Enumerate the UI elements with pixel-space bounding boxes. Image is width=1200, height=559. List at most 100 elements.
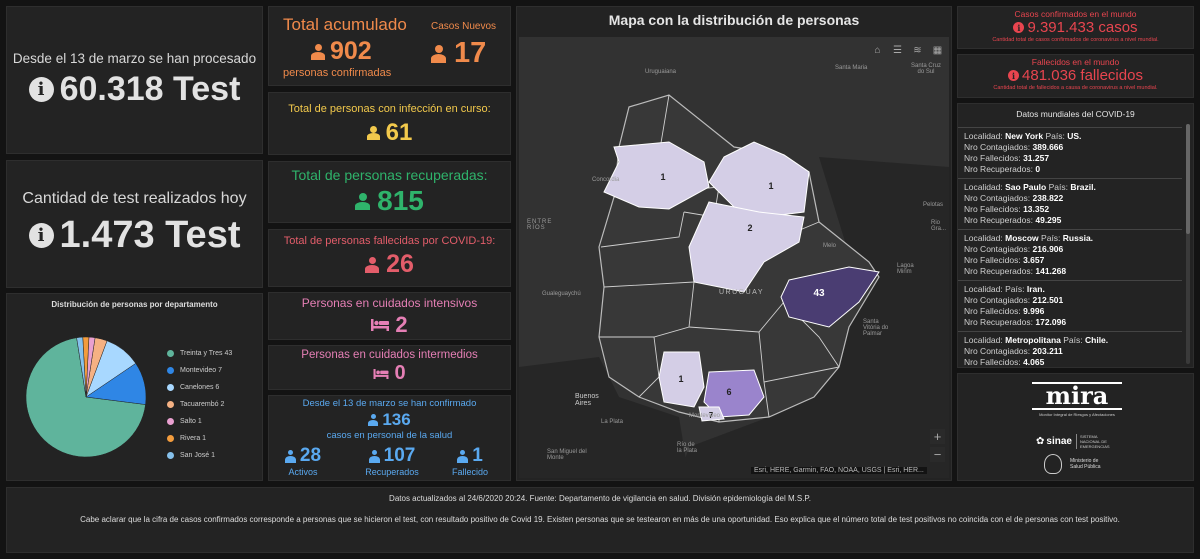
bed-icon xyxy=(373,368,389,379)
region-canelones[interactable] xyxy=(703,369,765,418)
health-deceased-label: Fallecido xyxy=(451,467,489,477)
pais-label: País: xyxy=(1045,131,1065,141)
world-deaths-card: Fallecidos en el mundo i 481.036 falleci… xyxy=(957,54,1194,98)
info-icon: i xyxy=(28,77,54,102)
recovered-label: Total de personas recuperadas: xyxy=(291,167,488,183)
contagiados-value: 203.211 xyxy=(1032,346,1063,356)
fallecidos-value: 31.257 xyxy=(1023,153,1050,163)
contagiados-value: 216.906 xyxy=(1032,244,1064,254)
pais-label: País: xyxy=(1063,335,1083,345)
zoom-in-button[interactable]: + xyxy=(930,429,945,444)
region-san-jose[interactable] xyxy=(658,351,705,408)
list-item[interactable]: Localidad: País: Iran. Nro Contagiados: 2… xyxy=(958,281,1182,332)
fallecidos-value: 4.065 xyxy=(1023,357,1045,367)
world-deaths-sub: Cantidad total de fallecidos a causa de … xyxy=(993,85,1158,91)
place-santa-cruz: Santa Cruz do Sul xyxy=(910,63,941,75)
person-icon xyxy=(368,414,379,426)
region-rivera[interactable] xyxy=(708,141,810,218)
region-montevideo[interactable] xyxy=(698,406,725,422)
department-pie-chart xyxy=(25,336,147,458)
processed-tests-value: 60.318 Test xyxy=(59,70,241,108)
legend-label: Tacuarembó 2 xyxy=(180,401,225,408)
world-records: Localidad: New York País: US. Nro Contagi… xyxy=(958,127,1182,367)
place-san-miguel: San Miguel del Monte xyxy=(547,449,587,461)
basemap-icon[interactable]: ▦ xyxy=(932,45,943,56)
uruguay-seal-icon xyxy=(1044,454,1062,474)
new-label: Casos Nuevos xyxy=(431,21,497,32)
legend-swatch xyxy=(167,350,174,357)
legend-swatch xyxy=(167,384,174,391)
place-uruguay: URUGUAY xyxy=(719,289,764,296)
region-tacuarembo[interactable] xyxy=(688,201,805,293)
health-recovered-value: 107 xyxy=(383,445,416,466)
legend-label: San José 1 xyxy=(180,452,216,459)
map-canvas[interactable]: 1 1 2 43 1 6 7 xyxy=(519,37,949,478)
list-item[interactable]: Localidad: Sao Paulo País: Brazil. Nro Co… xyxy=(958,179,1182,230)
world-deaths-label: Fallecidos en el mundo xyxy=(1031,57,1120,67)
region-label-montevideo: 7 xyxy=(709,411,714,420)
place-rio-grande: Rio Gra... xyxy=(931,220,947,232)
active-value: 61 xyxy=(385,119,413,146)
active-cases-card: Total de personas con infección en curso… xyxy=(268,92,511,155)
legend-item: Montevideo 7 xyxy=(167,362,232,379)
intermediate-care-card: Personas en cuidados intermedios 0 xyxy=(268,345,511,390)
intermediate-label: Personas en cuidados intermedios xyxy=(301,349,478,361)
fallecidos-label: Nro Fallecidos: xyxy=(964,357,1021,367)
place-melo: Melo xyxy=(823,243,837,249)
footer-note: Cabe aclarar que la cifra de casos confi… xyxy=(80,515,1120,524)
legend-label: Rivera 1 xyxy=(180,435,207,442)
legend-item: Canelones 6 xyxy=(167,379,232,396)
home-icon[interactable]: ⌂ xyxy=(874,45,881,56)
map-card: Mapa con la distribución de personas xyxy=(516,6,952,481)
list-icon[interactable]: ☰ xyxy=(893,45,902,56)
map-view[interactable]: 1 1 2 43 1 6 7 Uruguaiana Santa Maria Sa… xyxy=(519,37,949,478)
pie-slice-san-jos-1[interactable] xyxy=(76,336,87,398)
zoom-out-button[interactable]: − xyxy=(930,447,945,462)
health-active-value: 28 xyxy=(299,445,322,466)
health-staff-card: Desde el 13 de marzo se han confirmado 1… xyxy=(268,395,511,481)
list-item[interactable]: Localidad: Metropolitana País: Chile. Nro… xyxy=(958,332,1182,367)
legend-swatch xyxy=(167,401,174,408)
layers-icon[interactable]: ≋ xyxy=(913,45,922,56)
contagiados-label: Nro Contagiados: xyxy=(964,193,1031,203)
footer-updated: Datos actualizados al 24/6/2020 20:24. F… xyxy=(389,494,811,503)
localidad-value: New York xyxy=(1005,131,1044,141)
place-santa-maria: Santa Maria xyxy=(835,65,868,71)
legend-item: Tacuarembó 2 xyxy=(167,396,232,413)
person-icon xyxy=(365,256,380,273)
pais-label: País: xyxy=(1048,182,1068,192)
icu-card: Personas en cuidados intensivos 2 xyxy=(268,292,511,340)
localidad-label: Localidad: xyxy=(964,233,1003,243)
pais-value: Brazil. xyxy=(1070,182,1096,192)
person-icon xyxy=(368,449,380,463)
region-label-salto: 1 xyxy=(660,172,665,182)
list-item[interactable]: Localidad: Moscow País: Russia. Nro Conta… xyxy=(958,230,1182,281)
recuperados-label: Nro Recuperados: xyxy=(964,266,1033,276)
sinae-flower-icon: ✿ xyxy=(1036,436,1045,447)
region-label-san-jose: 1 xyxy=(678,374,683,384)
footer-card: Datos actualizados al 24/6/2020 20:24. F… xyxy=(6,487,1194,553)
person-icon xyxy=(457,449,469,463)
world-confirmed-value: 9.391.433 casos xyxy=(1027,19,1138,36)
health-value: 136 xyxy=(382,410,411,429)
deaths-label: Total de personas fallecidas por COVID-1… xyxy=(283,235,496,247)
deaths-card: Total de personas fallecidas por COVID-1… xyxy=(268,229,511,287)
active-label: Total de personas con infección en curso… xyxy=(288,103,491,115)
place-pelotas: Pelotas xyxy=(923,202,944,208)
today-tests-value: 1.473 Test xyxy=(59,214,241,256)
person-icon xyxy=(355,192,371,210)
processed-tests-label: Desde el 13 de marzo se han procesado xyxy=(12,51,257,66)
region-treinta-y-tres[interactable] xyxy=(780,266,880,328)
pie-legend: Treinta y Tres 43 Montevideo 7 Canelones 6… xyxy=(167,345,232,464)
fallecidos-label: Nro Fallecidos: xyxy=(964,306,1021,316)
fallecidos-label: Nro Fallecidos: xyxy=(964,255,1021,265)
place-concordia: Concordia xyxy=(592,177,620,183)
list-scrollbar[interactable] xyxy=(1186,124,1190,364)
recuperados-label: Nro Recuperados: xyxy=(964,317,1033,327)
region-salto[interactable] xyxy=(603,141,710,210)
logos-card: mira Monitor Integral de Riesgos y Afect… xyxy=(957,373,1194,481)
list-item[interactable]: Localidad: New York País: US. Nro Contagi… xyxy=(958,128,1182,179)
legend-label: Canelones 6 xyxy=(180,384,220,391)
msp-logo: Ministerio de Salud Pública xyxy=(1044,454,1104,474)
world-data-list[interactable]: Datos mundiales del COVID-19 Localidad: … xyxy=(957,103,1194,368)
